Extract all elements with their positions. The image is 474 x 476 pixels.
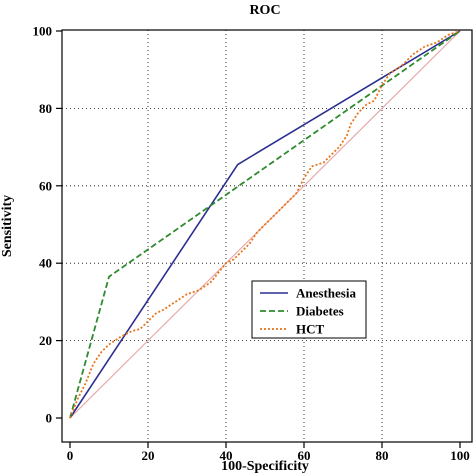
- y-tick-label: 60: [39, 178, 52, 193]
- y-tick-label: 40: [39, 256, 52, 271]
- x-tick-label: 80: [376, 448, 389, 463]
- y-tick-label: 20: [39, 333, 52, 348]
- legend: Anesthesia Diabetes HCT: [251, 280, 367, 339]
- y-axis-label: Sensitivity: [0, 195, 15, 257]
- y-tick-label: 80: [39, 101, 52, 116]
- series-line-hct: [69, 30, 461, 419]
- plot-frame: [61, 29, 473, 443]
- grid-lines: [62, 30, 472, 442]
- x-tick-label: 60: [298, 448, 311, 463]
- y-axis-ticks: 0 20 40 60 80 100: [33, 24, 62, 426]
- legend-items: Anesthesia Diabetes HCT: [260, 286, 356, 337]
- series-lines: [69, 30, 461, 419]
- legend-label-anesthesia: Anesthesia: [296, 286, 356, 301]
- x-tick-label: 100: [450, 448, 470, 463]
- x-axis-label: 100-Specificity: [221, 459, 309, 474]
- legend-label-diabetes: Diabetes: [296, 304, 344, 319]
- legend-label-hct: HCT: [296, 322, 325, 337]
- x-tick-label: 40: [220, 448, 233, 463]
- chart-title: ROC: [249, 3, 280, 18]
- x-axis-ticks: 0 20 40 60 80 100: [67, 442, 470, 463]
- series-line-diabetes: [69, 30, 461, 419]
- x-tick-label: 20: [142, 448, 155, 463]
- legend-box: [251, 280, 367, 339]
- x-tick-label: 0: [67, 448, 74, 463]
- y-tick-label: 0: [46, 411, 53, 426]
- y-tick-label: 100: [33, 24, 53, 39]
